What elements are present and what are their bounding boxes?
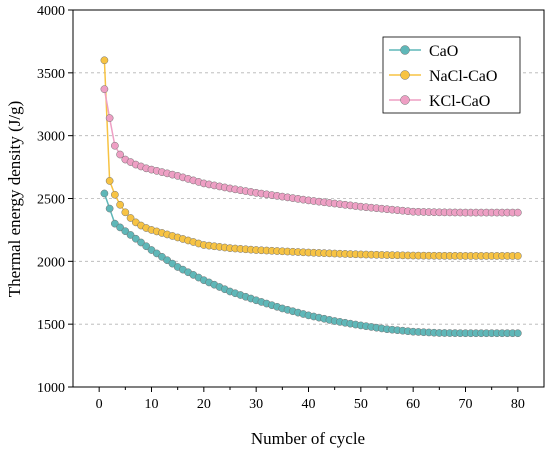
legend-label: CaO <box>429 43 458 60</box>
y-tick-label: 2000 <box>37 255 65 270</box>
legend-marker <box>400 45 410 55</box>
series-layer <box>100 56 522 338</box>
x-tick-label: 0 <box>96 397 103 412</box>
y-tick-label: 3500 <box>37 67 65 82</box>
y-tick-label: 1500 <box>37 318 65 333</box>
series-cao <box>100 189 522 338</box>
data-point <box>126 231 135 239</box>
x-tick-label: 30 <box>249 397 263 412</box>
data-point <box>105 177 114 185</box>
legend: CaO NaCl-CaO KCl-CaO <box>382 36 521 114</box>
legend-marker <box>400 70 410 80</box>
data-point <box>142 242 151 251</box>
data-point <box>121 227 130 236</box>
x-tick-label: 80 <box>511 397 525 412</box>
data-point <box>121 208 130 217</box>
x-tick-label: 50 <box>354 397 368 412</box>
series-nacl-cao <box>100 56 522 260</box>
data-point <box>111 141 119 150</box>
data-point <box>126 214 135 222</box>
x-tick-label: 20 <box>197 397 211 412</box>
data-point <box>513 252 522 260</box>
y-tick-label: 4000 <box>37 4 65 19</box>
x-tick-label: 70 <box>459 397 473 412</box>
data-point <box>116 223 124 232</box>
x-tick-label: 40 <box>302 397 316 412</box>
legend-marker <box>400 95 410 105</box>
y-tick-label: 1000 <box>37 381 65 396</box>
data-point <box>116 150 124 159</box>
y-tick-label: 2500 <box>37 193 65 208</box>
data-point <box>105 204 114 213</box>
y-axis-title: Thermal energy density (J/g) <box>5 101 24 298</box>
data-point <box>116 200 124 209</box>
data-point <box>111 190 119 199</box>
data-point <box>105 114 114 122</box>
legend-label: KCl-CaO <box>429 93 490 110</box>
legend-label: NaCl-CaO <box>429 68 497 85</box>
data-point <box>513 329 522 338</box>
data-point <box>137 238 145 247</box>
data-point <box>131 234 140 243</box>
series-kcl-cao <box>100 85 522 217</box>
x-tick-label: 10 <box>145 397 159 412</box>
x-axis-title: Number of cycle <box>251 429 365 448</box>
data-point <box>513 208 522 217</box>
data-point <box>100 85 109 94</box>
x-tick-label: 60 <box>406 397 420 412</box>
axes: 1000 1500 2000 2500 3000 3500 4000 0 10 20 30 40 50 6… <box>37 4 525 412</box>
data-point <box>100 56 109 65</box>
data-point <box>100 189 109 198</box>
data-point <box>111 219 119 228</box>
y-tick-label: 3000 <box>37 130 65 145</box>
